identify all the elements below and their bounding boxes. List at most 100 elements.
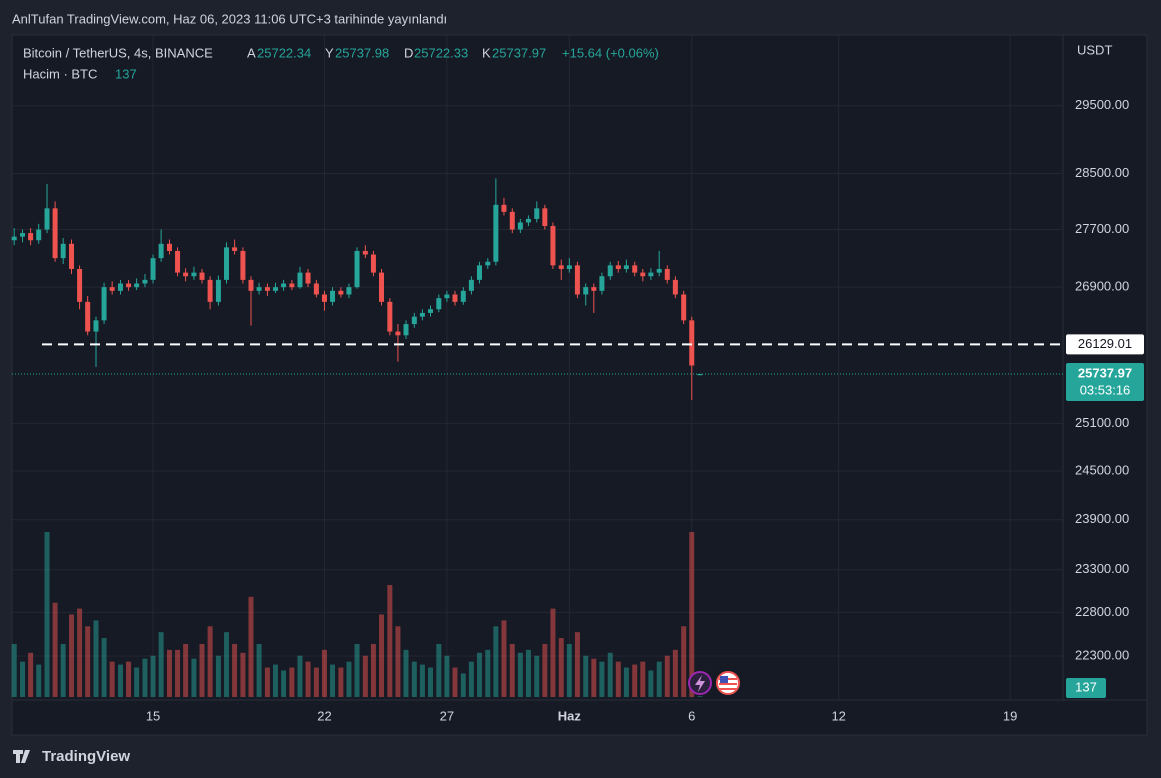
candle-body <box>134 283 140 288</box>
candle-body <box>419 312 425 317</box>
candle-body <box>583 287 589 295</box>
volume-bar <box>117 664 123 697</box>
volume-bar <box>77 608 83 697</box>
volume-bar <box>28 652 34 697</box>
volume-bar <box>305 661 311 697</box>
volume-bar <box>509 643 515 697</box>
candle-body <box>158 243 164 259</box>
y-tick-label: 28500.00 <box>1075 165 1129 180</box>
x-tick-label: 19 <box>1003 708 1017 723</box>
event-icons[interactable] <box>688 671 740 695</box>
candle-body <box>542 208 548 226</box>
y-tick-label: 23300.00 <box>1075 561 1129 576</box>
volume-bar <box>583 655 589 697</box>
y-tick-label: 22300.00 <box>1075 647 1129 662</box>
candle-body <box>281 283 287 288</box>
candle-body <box>427 309 433 313</box>
candle-body <box>297 272 303 288</box>
candle-body <box>411 316 417 325</box>
volume-bar <box>313 667 319 697</box>
volume-bar <box>158 632 164 697</box>
candle-body <box>264 287 270 291</box>
volume-bar <box>419 664 425 697</box>
volume-bar <box>395 626 401 697</box>
volume-bar <box>362 655 368 697</box>
volume-bar <box>411 661 417 697</box>
volume-value: 137 <box>115 66 137 81</box>
brand-name: TradingView <box>42 748 130 765</box>
volume-bar <box>52 602 58 697</box>
candle-body <box>85 301 91 332</box>
volume-bar <box>150 655 156 697</box>
candle-body <box>460 290 466 302</box>
brand-logo <box>13 750 30 763</box>
volume-bar <box>615 661 621 697</box>
volume-bar <box>452 667 458 697</box>
volume-badge-value: 137 <box>1075 679 1097 694</box>
volume-bar <box>485 649 491 697</box>
volume-bar <box>672 649 678 697</box>
volume-bar <box>199 643 205 697</box>
axes: 29500.00 28500.00 27700.00 26900.00 25100.00… <box>146 97 1129 723</box>
volume-bar <box>525 649 531 697</box>
candle-body <box>623 265 629 269</box>
candle-body <box>166 243 172 251</box>
candle-body <box>452 294 458 302</box>
x-tick-label: 12 <box>831 708 845 723</box>
price-badge-value: 25737.97 <box>1078 365 1132 380</box>
volume-bar <box>656 661 662 697</box>
volume-bar <box>623 667 629 697</box>
volume-bar <box>166 649 172 697</box>
candle-body <box>672 279 678 295</box>
flag-canton <box>720 676 728 683</box>
volume-bar <box>542 643 548 697</box>
candle-body <box>313 283 319 295</box>
volume-bar <box>321 649 327 697</box>
candle-body <box>599 276 605 291</box>
volume-bar <box>444 655 450 697</box>
price-badge <box>1066 363 1144 402</box>
candle-body <box>485 261 491 266</box>
volume-bar <box>256 643 262 697</box>
candle-body <box>150 258 156 280</box>
volume-bar <box>289 667 295 697</box>
volume-bar <box>648 670 654 697</box>
candle-body <box>175 250 181 273</box>
volume-bar <box>460 673 466 697</box>
volume-bar <box>109 661 115 697</box>
volume-bar <box>142 658 148 697</box>
flag-stripe <box>719 688 737 690</box>
volume-bar <box>346 661 352 697</box>
volume-bar <box>599 661 605 697</box>
volume-bar <box>566 643 572 697</box>
volume-bar <box>207 626 213 697</box>
candle-body <box>142 279 148 284</box>
flag-stripe <box>719 683 737 685</box>
candle-body <box>640 272 646 277</box>
candle-body <box>493 204 499 262</box>
candle-body <box>191 272 197 277</box>
volume-layer <box>11 532 703 697</box>
grid <box>12 35 1063 700</box>
ohlc-label: Y <box>325 45 334 60</box>
volume-bar <box>232 643 238 697</box>
candle-body <box>615 265 621 269</box>
volume-bar <box>264 667 270 697</box>
candle-body <box>20 233 26 237</box>
ohlc-label: A <box>247 45 256 60</box>
volume-bar <box>126 661 132 697</box>
candle-body <box>289 283 295 288</box>
volume-badge <box>1066 678 1106 698</box>
candle-body <box>240 250 246 280</box>
brand: TradingView <box>13 748 130 765</box>
candle-body <box>689 320 695 366</box>
volume-bar <box>175 649 181 697</box>
volume-bar <box>501 620 507 697</box>
volume-bar <box>427 667 433 697</box>
x-tick-label: Haz <box>558 708 582 723</box>
candle-body <box>93 320 99 332</box>
volume-bar <box>69 614 75 697</box>
y-tick-label: 22800.00 <box>1075 604 1129 619</box>
volume-bar <box>272 664 278 697</box>
candle-body <box>656 268 662 273</box>
